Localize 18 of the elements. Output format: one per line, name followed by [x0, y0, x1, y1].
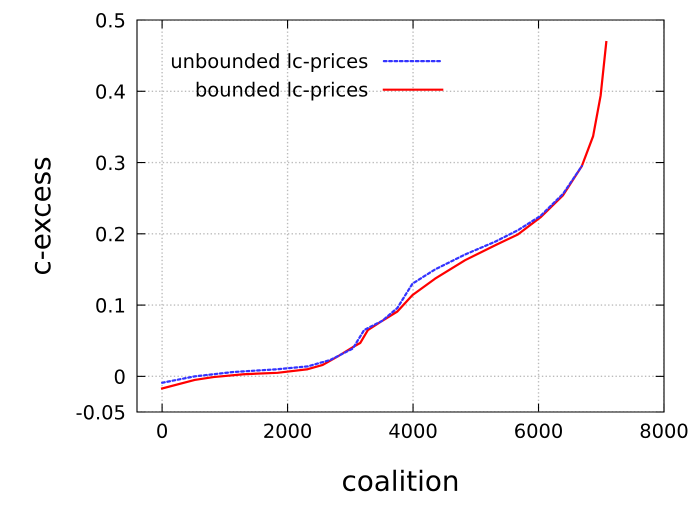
y-tick-label: 0.2 [96, 226, 124, 242]
legend-label: unbounded lc-prices [172, 53, 368, 72]
y-axis-title: c-excess [34, 158, 51, 274]
x-tick-label: 4000 [389, 423, 436, 438]
legend-label: bounded lc-prices [196, 82, 368, 101]
y-tick-label: 0.4 [96, 84, 125, 99]
y-tick-label: 0 [114, 369, 125, 384]
line-series [160, 165, 583, 384]
y-tick-label: 0.3 [96, 156, 124, 170]
y-tick-label: 0.1 [96, 298, 124, 313]
y-tick-label: -0.05 [76, 404, 124, 420]
x-tick-label: 2000 [264, 423, 312, 438]
x-tick-label: 6000 [515, 423, 562, 438]
y-tick-label: 0.5 [96, 12, 124, 28]
x-axis-title: coalition [343, 470, 458, 492]
x-tick-label: 8000 [640, 423, 688, 438]
line-series [160, 40, 608, 390]
x-tick-label: 0 [157, 423, 167, 438]
